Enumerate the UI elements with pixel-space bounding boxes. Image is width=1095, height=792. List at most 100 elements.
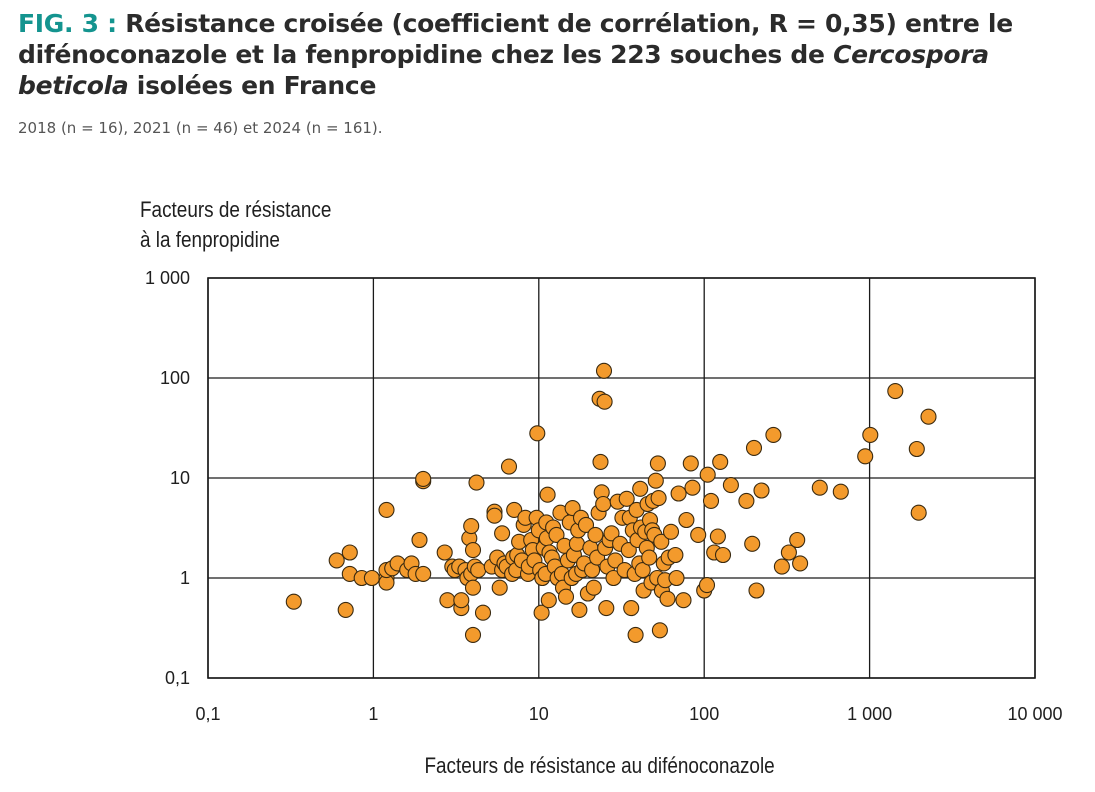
data-point [857, 448, 874, 465]
x-tick-label: 0,1 [195, 704, 220, 724]
data-point [539, 486, 556, 503]
y-tick-label: 100 [160, 368, 190, 388]
data-point [670, 485, 687, 502]
data-point [659, 590, 676, 607]
data-point [773, 558, 790, 575]
data-point [415, 565, 432, 582]
data-point [464, 579, 482, 596]
data-point [650, 490, 667, 507]
data-point [662, 523, 680, 540]
data-point [596, 393, 613, 410]
data-point [792, 555, 809, 572]
data-point [684, 479, 701, 496]
x-tick-label: 10 [529, 704, 549, 724]
y-tick-label: 0,1 [165, 668, 190, 688]
y-tick-label: 1 000 [145, 268, 190, 288]
data-point [620, 542, 637, 559]
data-point [587, 526, 604, 543]
data-point [436, 544, 453, 561]
data-point [474, 604, 492, 621]
data-point [675, 592, 692, 609]
data-point [738, 492, 755, 509]
figure-title-main: Résistance croisée (coefficient de corré… [18, 9, 1013, 69]
figure-title-end: isolées en France [128, 71, 377, 100]
data-point [627, 626, 644, 643]
data-point [598, 600, 615, 617]
data-point [585, 579, 602, 596]
data-point [415, 470, 432, 487]
figure-title: FIG. 3 : Résistance croisée (coefficient… [18, 8, 1083, 101]
data-point [862, 426, 879, 443]
data-point [506, 501, 523, 518]
y-axis-title: Facteurs de résistance à la fenpropidine [140, 195, 331, 255]
data-point [709, 528, 726, 545]
data-point [702, 492, 720, 509]
data-point [529, 425, 546, 442]
data-point [491, 579, 508, 596]
plot-frame [207, 277, 1036, 679]
data-point [568, 535, 585, 552]
data-point [745, 439, 763, 456]
data-point [910, 504, 927, 521]
data-point [494, 525, 511, 542]
y-axis-title-line1: Facteurs de résistance [140, 197, 332, 222]
data-point [486, 507, 503, 524]
figure-label: FIG. 3 : [18, 9, 117, 38]
data-point [678, 511, 695, 529]
data-point [571, 601, 588, 618]
x-tick-label: 1 [368, 704, 378, 724]
data-point [540, 592, 557, 609]
data-point [651, 622, 668, 639]
data-point [653, 533, 670, 550]
data-point [557, 588, 575, 605]
data-point [682, 455, 699, 472]
figure-subtitle: 2018 (n = 16), 2021 (n = 46) et 2024 (n … [18, 119, 383, 137]
data-point [577, 516, 595, 533]
data-point [789, 531, 806, 549]
data-point [464, 626, 482, 643]
data-point [780, 544, 797, 561]
data-point [714, 546, 732, 564]
data-point [744, 535, 761, 552]
data-point [920, 408, 937, 425]
data-point [698, 577, 716, 594]
figure-title-species: Cercospora beticola [18, 40, 989, 100]
x-tick-label: 1 000 [847, 704, 892, 724]
data-point [363, 569, 380, 587]
data-point [468, 474, 485, 491]
data-point [649, 455, 666, 472]
data-point [463, 518, 480, 535]
x-axis-title: Facteurs de résistance au difénoconazole [424, 753, 775, 778]
data-point [595, 362, 613, 379]
data-point [722, 477, 739, 494]
data-point [592, 453, 609, 470]
data-point [328, 552, 345, 569]
data-point [548, 526, 565, 543]
data-point [832, 483, 849, 500]
data-point [908, 440, 925, 458]
grid-lines [207, 277, 1036, 679]
data-point [337, 601, 354, 618]
data-point [500, 458, 518, 475]
data-point [618, 490, 635, 507]
data-point [634, 562, 651, 579]
data-point [341, 544, 358, 561]
data-point [470, 562, 487, 579]
data-point [811, 479, 828, 496]
data-point [605, 569, 622, 587]
data-point [690, 526, 707, 543]
data-point [632, 480, 649, 497]
data-point [765, 426, 782, 443]
data-points [285, 362, 937, 643]
data-point [378, 501, 395, 518]
data-point [667, 546, 684, 564]
data-point [753, 482, 770, 499]
data-point [623, 600, 640, 617]
data-point [464, 542, 482, 559]
y-tick-label: 10 [170, 468, 190, 488]
data-point [603, 525, 620, 542]
data-point [285, 593, 302, 610]
x-tick-labels: 0,1 1 10 100 1 000 10 000 [195, 704, 1062, 724]
data-point [453, 592, 470, 609]
